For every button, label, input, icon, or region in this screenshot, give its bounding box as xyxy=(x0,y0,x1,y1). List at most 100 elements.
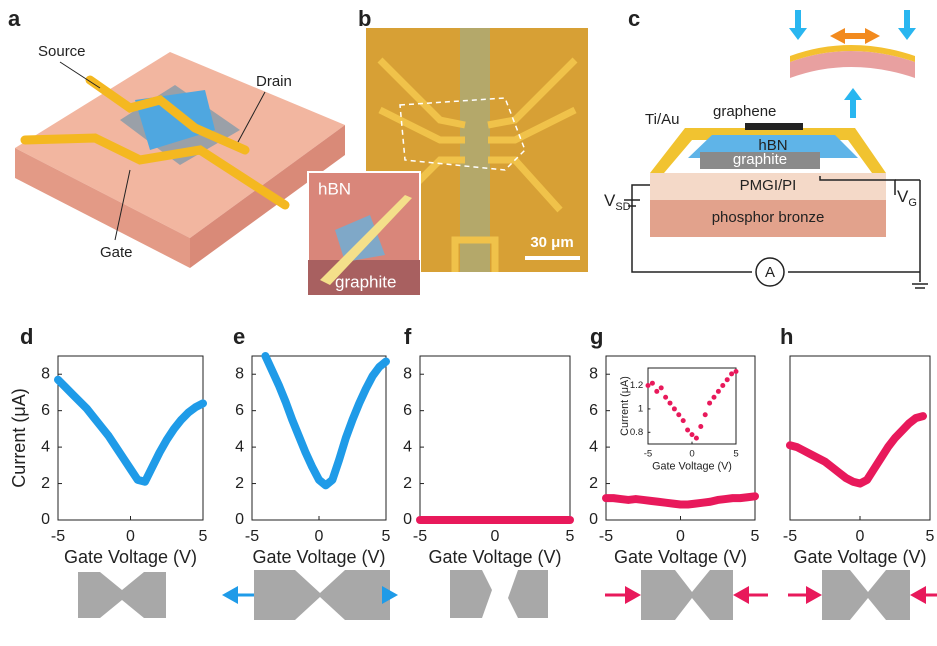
symbol: V xyxy=(604,191,616,210)
x-tick-label: 0 xyxy=(491,528,500,545)
plot-frame xyxy=(57,355,204,521)
subscript: G xyxy=(908,197,917,209)
label: graphite xyxy=(733,151,787,168)
y-tick-label: 2 xyxy=(41,475,50,492)
scale-label: 30 μm xyxy=(530,234,573,251)
substrate-side xyxy=(15,148,190,268)
x-tick-label: 0 xyxy=(689,449,694,460)
graphite xyxy=(700,152,820,169)
x-tick-label: 5 xyxy=(382,528,391,545)
arrows xyxy=(222,586,937,604)
label: graphite xyxy=(335,272,396,291)
x-tick-label: -5 xyxy=(245,528,259,545)
data-line xyxy=(786,412,927,488)
plot-frame xyxy=(789,355,931,521)
x-tick-label: 0 xyxy=(856,528,865,545)
outline xyxy=(399,97,526,171)
channel xyxy=(460,28,490,272)
y-tick-label: 4 xyxy=(41,438,50,455)
x-tick-label: 5 xyxy=(199,528,208,545)
x-axis-label: Gate Voltage (V) xyxy=(428,547,561,567)
data-point xyxy=(715,388,721,394)
x-axis-label: Gate Voltage (V) xyxy=(793,547,926,567)
label: VSD xyxy=(604,191,631,212)
data-point xyxy=(707,400,713,406)
y-axis-label: Current (μA) xyxy=(619,376,631,436)
y-tick-label: 6 xyxy=(235,402,244,419)
label: Ti/Au xyxy=(645,111,679,128)
strain-arrow xyxy=(830,28,880,44)
panel-label: h xyxy=(780,324,793,349)
data-point xyxy=(724,377,730,383)
symbol: V xyxy=(897,187,909,206)
panel-c: c graphene Ti/Au hBN graphite PMGI/PI ph… xyxy=(604,6,928,289)
panel-a: a Source Drain Gate xyxy=(8,6,345,268)
y-tick-label: 0.8 xyxy=(630,427,643,438)
data-point xyxy=(685,427,691,433)
y-tick-label: 0 xyxy=(403,511,412,528)
x-tick-label: 5 xyxy=(733,449,738,460)
panel-label: g xyxy=(590,324,603,349)
data-point xyxy=(711,394,717,400)
y-tick-label: 6 xyxy=(589,402,598,419)
label: A xyxy=(765,264,775,281)
label: graphene xyxy=(713,103,776,120)
data-point xyxy=(698,423,704,429)
data-point xyxy=(671,406,677,412)
y-tick-label: 1.2 xyxy=(630,380,643,391)
circuit xyxy=(624,176,928,289)
data-line xyxy=(261,352,390,490)
y-tick-label: 8 xyxy=(235,365,244,382)
data-line xyxy=(602,492,759,509)
data-point xyxy=(729,371,735,377)
subscript: SD xyxy=(615,201,630,213)
y-tick-label: 4 xyxy=(235,438,244,455)
label: PMGI/PI xyxy=(740,177,797,194)
gate-electrode xyxy=(20,133,290,210)
x-axis-label: Gate Voltage (V) xyxy=(252,547,385,567)
y-tick-label: 8 xyxy=(403,365,412,382)
label: Gate xyxy=(100,244,133,261)
data-line xyxy=(54,375,207,486)
x-axis-label: Gate Voltage (V) xyxy=(652,461,732,473)
y-tick-label: 4 xyxy=(403,438,412,455)
x-tick-label: -5 xyxy=(413,528,427,545)
graphene xyxy=(745,123,803,130)
label: hBN xyxy=(758,137,787,154)
data-point xyxy=(733,369,739,375)
layer xyxy=(650,173,886,200)
label: Source xyxy=(38,43,86,60)
arrows xyxy=(789,10,916,118)
y-tick-label: 2 xyxy=(589,475,598,492)
data-point xyxy=(663,394,669,400)
y-axis-label: Current (μA) xyxy=(9,388,29,487)
data-point xyxy=(689,432,695,438)
y-tick-label: 8 xyxy=(41,365,50,382)
y-tick-label: 6 xyxy=(403,402,412,419)
y-tick-label: 0 xyxy=(589,511,598,528)
x-tick-label: 5 xyxy=(926,528,935,545)
bent-strip xyxy=(790,51,915,78)
x-tick-label: -5 xyxy=(783,528,797,545)
x-tick-label: 5 xyxy=(751,528,760,545)
x-axis-label: Gate Voltage (V) xyxy=(64,547,197,567)
data-point xyxy=(720,383,726,389)
panel-b: b 30 μm hBN graphite xyxy=(307,6,588,296)
hbn-flake xyxy=(335,215,385,262)
x-tick-label: 0 xyxy=(126,528,135,545)
data-point xyxy=(658,385,664,391)
panel-label: d xyxy=(20,324,33,349)
panel-label: c xyxy=(628,6,640,31)
leader xyxy=(59,61,101,89)
x-tick-label: 0 xyxy=(315,528,324,545)
data-point xyxy=(667,400,673,406)
x-tick-label: -5 xyxy=(599,528,613,545)
source-drain-electrode xyxy=(85,75,250,155)
x-tick-label: 5 xyxy=(566,528,575,545)
layer xyxy=(650,200,886,237)
y-tick-label: 4 xyxy=(589,438,598,455)
label: phosphor bronze xyxy=(712,209,825,226)
data-point xyxy=(702,412,708,418)
